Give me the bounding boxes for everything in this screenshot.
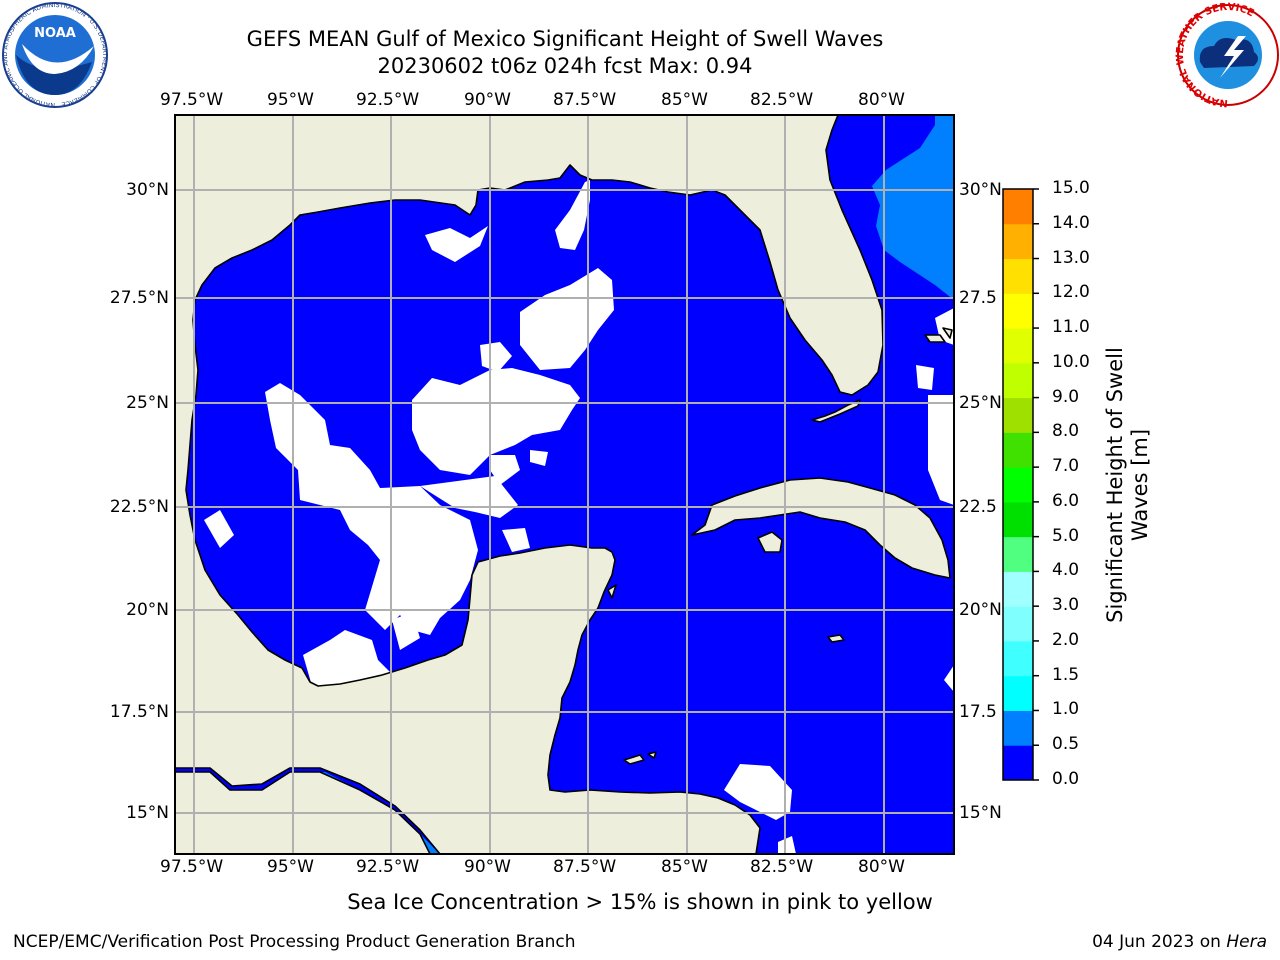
lon-tick-bottom: 85°W xyxy=(661,857,708,877)
colorbar-box xyxy=(1003,189,1033,225)
lat-tick-left: 17.5°N xyxy=(109,702,169,722)
colorbar-tick-label: 5.0 xyxy=(1052,525,1080,546)
chart-subtitle: 20230602 t06z 024h fcst Max: 0.94 xyxy=(377,54,753,78)
land-cuba xyxy=(691,477,951,579)
lon-tick-bottom: 87.5°W xyxy=(553,857,617,877)
colorbar-tick-label: 1.5 xyxy=(1052,664,1080,685)
map-frame xyxy=(174,114,955,855)
lon-tick-bottom: 95°W xyxy=(267,857,314,877)
colorbar-box xyxy=(1003,293,1033,329)
lat-tick-left: 20°N xyxy=(126,600,169,620)
colorbar-tick-label: 14.0 xyxy=(1052,212,1090,233)
colorbar-box xyxy=(1003,467,1033,503)
colorbar-box xyxy=(1003,745,1033,781)
lon-tick-top: 97.5°W xyxy=(160,90,224,110)
land-bay-islands xyxy=(623,754,645,765)
colorbar-label: Significant Height of Swell Waves [m] xyxy=(1103,347,1152,623)
lon-tick-bottom: 92.5°W xyxy=(356,857,420,877)
lon-tick-bottom: 90°W xyxy=(464,857,511,877)
lat-tick-right: 30°N xyxy=(959,180,1002,200)
colorbar-tick-label: 0.0 xyxy=(1052,769,1080,789)
lat-tick-left: 15°N xyxy=(126,803,169,823)
footer-credit: NCEP/EMC/Verification Post Processing Pr… xyxy=(13,932,576,952)
land-bahamas-2 xyxy=(942,327,953,339)
colorbar-box xyxy=(1003,536,1033,572)
lat-tick-right: 25°N xyxy=(959,393,1002,413)
lon-tick-bottom: 80°W xyxy=(858,857,905,877)
colorbar-box xyxy=(1003,397,1033,433)
lon-tick-top: 82.5°W xyxy=(750,90,814,110)
land-swan xyxy=(647,751,657,759)
colorbar-box xyxy=(1003,571,1033,607)
lon-tick-bottom: 82.5°W xyxy=(750,857,814,877)
gridlines xyxy=(175,115,954,854)
lon-tick-top: 92.5°W xyxy=(356,90,420,110)
colorbar-tick-label: 9.0 xyxy=(1052,386,1080,407)
lat-tick-right: 17.5 xyxy=(959,702,997,722)
colorbar-tick-label: 2.0 xyxy=(1052,629,1080,650)
noaa-logo: NATIONAL OCEANIC AND ATMOSPHERIC ADMINIS… xyxy=(2,2,108,108)
colorbar-box xyxy=(1003,362,1033,399)
colorbar-box xyxy=(1003,710,1033,746)
noaa-wordmark: NOAA xyxy=(34,26,76,41)
colorbar-tick-label: 12.0 xyxy=(1052,282,1090,303)
footer-host: Hera xyxy=(1226,932,1267,952)
colorbar-tick-label: 13.0 xyxy=(1052,247,1090,268)
lat-tick-left: 25°N xyxy=(126,393,169,413)
lat-tick-left: 30°N xyxy=(126,180,169,200)
colorbar-tick-label: 11.0 xyxy=(1052,317,1090,338)
colorbar-tick-label: 10.0 xyxy=(1052,351,1090,372)
colorbar-tick-label: 0.5 xyxy=(1052,734,1080,755)
nws-logo: NATIONAL WEATHER SERVICE xyxy=(1175,2,1279,108)
sea-ice-note: Sea Ice Concentration > 15% is shown in … xyxy=(347,890,933,914)
land-cozumel xyxy=(607,584,617,599)
colorbar-box xyxy=(1003,606,1033,642)
colorbar-box xyxy=(1003,432,1033,468)
colorbar-box xyxy=(1003,640,1033,677)
colorbar-box xyxy=(1003,223,1033,260)
colorbar-tick-label: 7.0 xyxy=(1052,456,1080,477)
lon-tick-top: 95°W xyxy=(267,90,314,110)
lon-tick-top: 80°W xyxy=(858,90,905,110)
land-jamaica xyxy=(827,634,845,643)
colorbar xyxy=(1003,189,1033,781)
colorbar-tick-label: 15.0 xyxy=(1052,178,1090,198)
lat-tick-right: 27.5 xyxy=(959,288,997,308)
lon-tick-top: 90°W xyxy=(464,90,511,110)
lat-tick-right: 15°N xyxy=(959,803,1002,823)
chart-title: GEFS MEAN Gulf of Mexico Significant Hei… xyxy=(246,27,884,51)
footer-date: 04 Jun 2023 on Hera xyxy=(1092,932,1267,952)
colorbar-tick-label: 4.0 xyxy=(1052,560,1080,581)
colorbar-box xyxy=(1003,501,1033,538)
colorbar-tick-label: 6.0 xyxy=(1052,490,1080,511)
colorbar-box xyxy=(1003,675,1033,711)
colorbar-box xyxy=(1003,258,1033,294)
map-panel xyxy=(175,115,954,854)
lat-tick-left: 22.5°N xyxy=(109,497,169,517)
lon-tick-top: 87.5°W xyxy=(553,90,617,110)
footer-date-text: 04 Jun 2023 on xyxy=(1092,932,1227,952)
lon-tick-top: 85°W xyxy=(661,90,708,110)
lon-tick-bottom: 97.5°W xyxy=(160,857,224,877)
land-keys xyxy=(811,399,861,423)
colorbar-tick-label: 1.0 xyxy=(1052,699,1080,720)
land-isla-juventud xyxy=(757,531,783,553)
lat-tick-left: 27.5°N xyxy=(109,288,169,308)
lat-tick-right: 20°N xyxy=(959,600,1002,620)
lat-tick-right: 22.5 xyxy=(959,497,997,517)
land-bahamas-1 xyxy=(924,334,946,343)
colorbar-tick-label: 8.0 xyxy=(1052,421,1080,442)
colorbar-frame xyxy=(1002,188,1034,781)
swell-zone-atlantic xyxy=(872,115,954,300)
colorbar-tick-label: 3.0 xyxy=(1052,595,1080,616)
colorbar-box xyxy=(1003,328,1033,364)
